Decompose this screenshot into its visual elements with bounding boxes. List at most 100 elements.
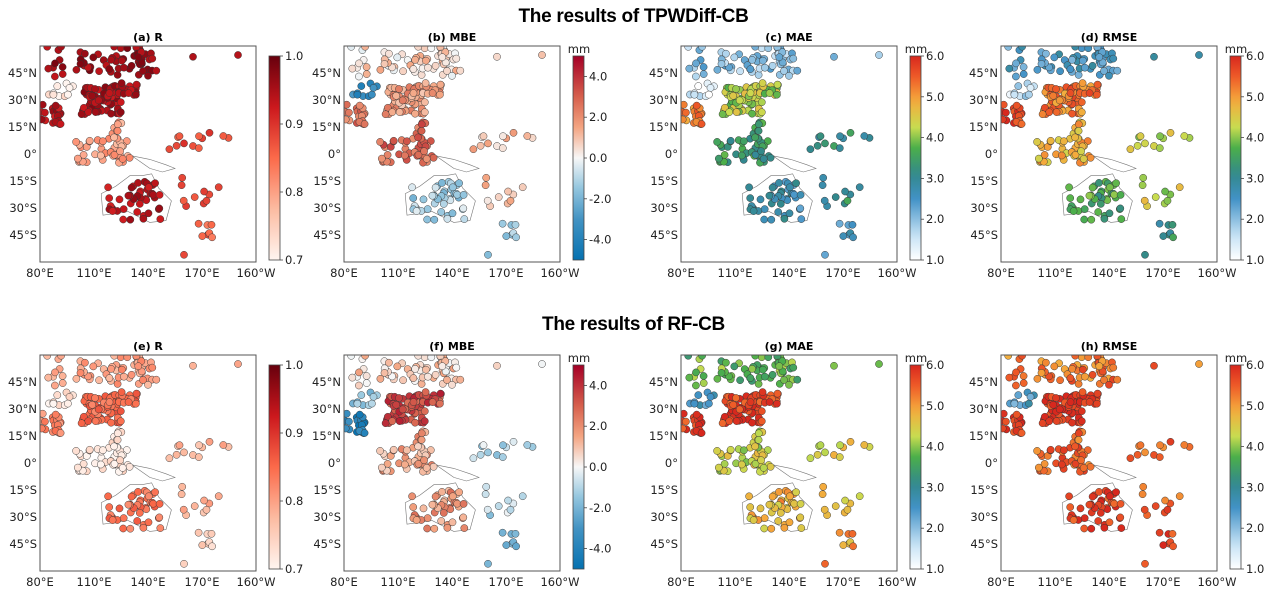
- station-point: [424, 63, 432, 72]
- station-point: [344, 409, 351, 418]
- station-point: [1071, 133, 1079, 142]
- station-point: [722, 358, 730, 367]
- station-point: [110, 150, 119, 159]
- station-point: [119, 514, 128, 522]
- station-point: [417, 436, 426, 444]
- station-point: [380, 369, 389, 377]
- station-point: [1074, 429, 1083, 438]
- station-point: [200, 496, 208, 505]
- station-point: [385, 358, 393, 367]
- y-tick-label: 0°: [985, 456, 998, 470]
- station-point: [1074, 436, 1083, 444]
- station-point: [1133, 450, 1142, 459]
- x-tick-label: 170°E: [185, 266, 220, 280]
- station-point: [110, 133, 118, 142]
- station-point: [855, 183, 864, 192]
- colorbar-tick-label: 1.0: [285, 358, 303, 372]
- station-point: [681, 115, 687, 124]
- station-point: [417, 127, 426, 135]
- station-point: [699, 63, 708, 71]
- colorbar-tick-label: 0.0: [589, 460, 607, 474]
- station-point: [1042, 358, 1050, 367]
- station-point: [469, 454, 478, 463]
- station-point: [1077, 108, 1086, 117]
- colorbar-tick-label: 0.9: [285, 426, 303, 440]
- station-point: [41, 108, 49, 117]
- coastline-new-guinea: [435, 155, 480, 173]
- station-point: [1105, 492, 1114, 501]
- station-point: [760, 514, 769, 522]
- station-point: [403, 446, 411, 455]
- station-point: [469, 145, 478, 154]
- station-point: [417, 380, 426, 388]
- station-point: [757, 147, 765, 156]
- coastline-australia: [741, 482, 813, 532]
- station-point: [72, 138, 80, 146]
- station-point: [1151, 193, 1160, 201]
- station-point: [839, 232, 848, 240]
- station-point: [493, 52, 501, 61]
- station-point: [1105, 518, 1114, 527]
- station-point: [355, 101, 364, 110]
- station-point: [452, 54, 461, 63]
- station-point: [684, 46, 693, 51]
- y-tick-label: 45°N: [649, 66, 678, 80]
- station-point: [745, 183, 753, 192]
- station-point: [51, 72, 59, 81]
- station-point: [1074, 71, 1083, 79]
- station-point: [756, 504, 765, 513]
- station-point: [818, 490, 827, 499]
- station-point: [1136, 132, 1145, 141]
- station-point: [110, 442, 118, 451]
- panel-d: (d) RMSE 80°E 110°E 140°E 170°E 160°W 45°N 30°N…: [969, 31, 1264, 280]
- station-point: [91, 394, 99, 402]
- panel-h-frame: [1000, 354, 1218, 572]
- station-point: [422, 365, 430, 374]
- station-point: [816, 441, 825, 450]
- station-point: [58, 63, 67, 71]
- station-point: [1094, 517, 1103, 525]
- station-point: [1045, 417, 1054, 426]
- station-point: [1085, 191, 1094, 200]
- station-point: [431, 370, 440, 379]
- station-point: [1110, 499, 1119, 508]
- station-point: [499, 441, 507, 450]
- station-point: [757, 407, 766, 416]
- station-point: [848, 220, 857, 229]
- row-title-tpwdiff: The results of TPWDiff-CB: [518, 6, 749, 27]
- station-point: [44, 373, 53, 382]
- station-point: [1084, 355, 1093, 362]
- station-point: [105, 398, 114, 406]
- colorbar-tick-label: 2.0: [926, 521, 944, 535]
- station-point: [126, 215, 135, 224]
- station-point: [1116, 191, 1125, 199]
- station-point: [377, 463, 386, 472]
- colorbar-unit: mm: [905, 42, 927, 56]
- station-point: [124, 89, 133, 97]
- station-point: [453, 499, 462, 508]
- station-point: [460, 215, 469, 223]
- station-point: [395, 394, 403, 402]
- station-point: [1010, 399, 1019, 408]
- station-point: [156, 524, 165, 532]
- station-point: [1080, 514, 1089, 522]
- station-point: [1019, 372, 1028, 380]
- x-tick-label: 140°E: [131, 575, 166, 589]
- station-point: [76, 60, 85, 68]
- colorbar-tick-label: 5.0: [926, 399, 944, 413]
- x-tick-label: 80°E: [987, 575, 1015, 589]
- station-point: [1068, 109, 1076, 118]
- station-point: [718, 110, 727, 119]
- station-point: [506, 196, 515, 205]
- station-point: [830, 52, 838, 61]
- station-point: [189, 52, 197, 61]
- colorbar-tick-label: 1.0: [1246, 253, 1264, 267]
- station-point: [764, 46, 773, 53]
- y-tick-label: 30°S: [650, 510, 678, 524]
- y-tick-label: 15°S: [313, 174, 341, 188]
- station-point: [178, 173, 187, 182]
- y-tick-label: 15°S: [970, 174, 998, 188]
- colorbar-d: [1229, 55, 1242, 261]
- station-point: [428, 500, 437, 509]
- station-point: [419, 504, 428, 513]
